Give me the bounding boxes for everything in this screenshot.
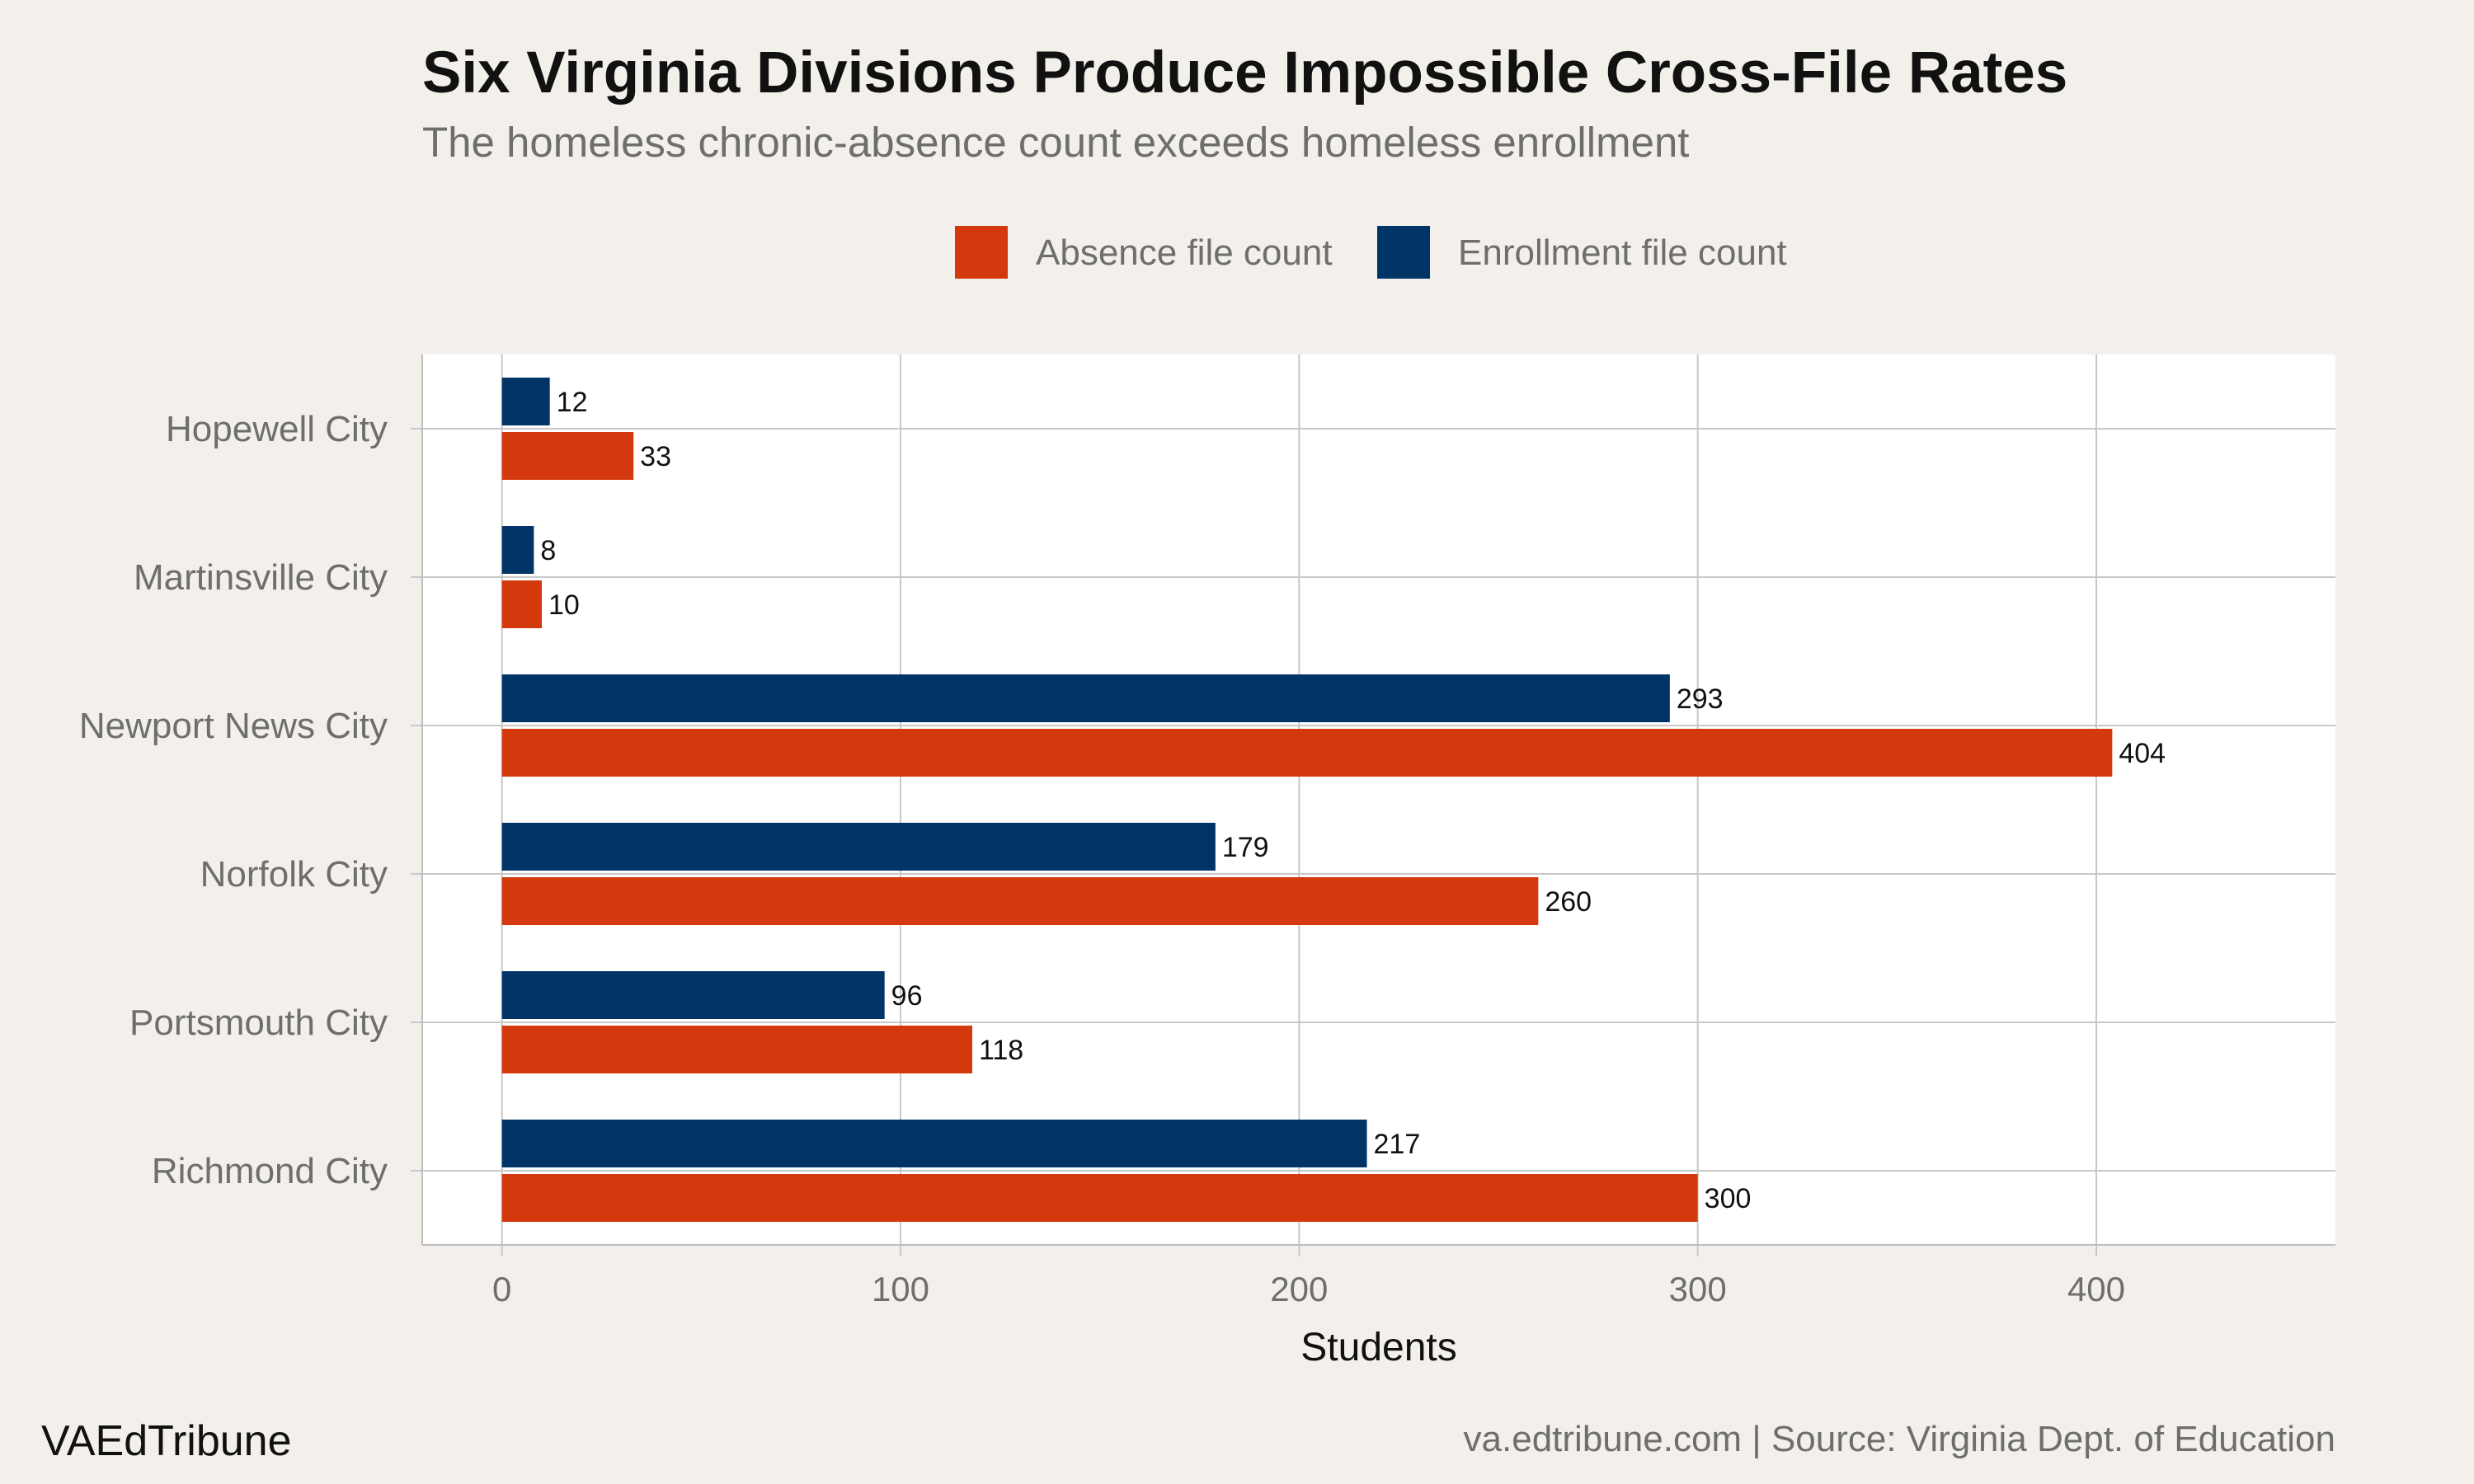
x-tick-label-0: 0 [492,1270,511,1308]
data-label-enrollment-norfolk-city: 179 [1222,832,1269,863]
category-label-newport-news-city: Newport News City [79,706,388,746]
x-tick-label-300: 300 [1669,1270,1727,1308]
bars [501,378,2113,1222]
category-label-martinsville-city: Martinsville City [134,557,388,598]
legend: Absence file count Enrollment file count [955,226,1787,279]
bar-enrollment-richmond-city [501,1120,1367,1167]
bar-enrollment-newport-news-city [501,674,1670,722]
source-credit: va.edtribune.com | Source: Virginia Dept… [1464,1419,2335,1459]
data-label-absence-martinsville-city: 10 [548,589,580,621]
chart-title: Six Virginia Divisions Produce Impossibl… [422,40,2067,106]
x-tick-label-100: 100 [872,1270,929,1308]
x-axis-title: Students [1300,1326,1456,1369]
data-label-absence-norfolk-city: 260 [1545,886,1592,918]
chart-subtitle: The homeless chronic-absence count excee… [422,119,1689,166]
category-label-portsmouth-city: Portsmouth City [129,1003,388,1043]
bar-absence-newport-news-city [501,729,2113,777]
data-label-absence-richmond-city: 300 [1705,1183,1752,1214]
category-label-richmond-city: Richmond City [152,1151,388,1191]
data-label-enrollment-martinsville-city: 8 [540,535,556,566]
data-labels: 12 33 8 10 293 404 179 260 96 118 217 300 [540,387,2166,1214]
x-tick-label-200: 200 [1270,1270,1328,1308]
category-labels: Hopewell City Martinsville City Newport Ne… [79,409,422,1191]
bar-enrollment-martinsville-city [501,526,534,574]
x-tick-label-400: 400 [2067,1270,2125,1308]
data-label-enrollment-portsmouth-city: 96 [891,980,923,1012]
category-label-hopewell-city: Hopewell City [166,409,388,449]
bar-absence-norfolk-city [501,877,1539,925]
data-label-absence-portsmouth-city: 118 [979,1035,1023,1066]
data-label-enrollment-richmond-city: 217 [1374,1129,1421,1160]
legend-label-absence: Absence file count [1036,232,1333,273]
data-label-absence-newport-news-city: 404 [2119,738,2166,769]
bar-enrollment-portsmouth-city [501,971,885,1019]
bar-absence-hopewell-city [501,432,634,480]
legend-swatch-absence [955,226,1008,279]
bar-absence-richmond-city [501,1174,1698,1222]
brand-name: VAEdTribune [41,1417,292,1465]
data-label-absence-hopewell-city: 33 [640,441,671,472]
bar-enrollment-hopewell-city [501,378,550,425]
bar-enrollment-norfolk-city [501,823,1216,871]
bar-absence-portsmouth-city [501,1026,972,1073]
grid-lines [422,355,2335,1245]
legend-label-enrollment: Enrollment file count [1458,232,1787,273]
x-axis-ticks: 0 100 200 300 400 [492,1245,2125,1308]
plot-panel [422,355,2335,1245]
bar-absence-martinsville-city [501,580,542,628]
data-label-enrollment-hopewell-city: 12 [557,387,588,418]
data-label-enrollment-newport-news-city: 293 [1677,683,1724,715]
legend-swatch-enrollment [1377,226,1430,279]
category-label-norfolk-city: Norfolk City [200,854,388,895]
